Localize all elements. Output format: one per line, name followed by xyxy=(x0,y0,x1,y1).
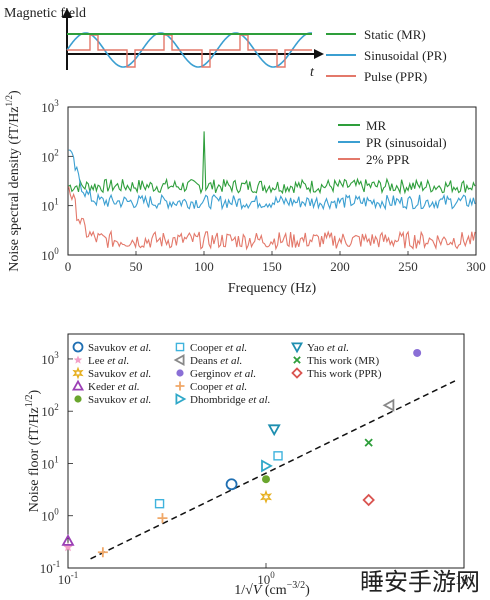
spectrum-x-tick-label: 50 xyxy=(130,259,143,274)
noise-spectrum-chart: 0 50 100 150 200 250 300 100 101 102 103 Frequency… xyxy=(4,90,486,296)
diagram-y-title: Magnetic field xyxy=(4,6,86,21)
scatter-legend-marker-0 xyxy=(72,341,84,353)
scatter-legend-label-12: This work (PPR) xyxy=(307,368,382,380)
scatter-y-tick-label: 103 xyxy=(41,350,59,367)
legend-sinusoidal-label: Sinusoidal (PR) xyxy=(364,48,447,63)
scatter-legend-marker-4 xyxy=(74,395,82,403)
spectrum-series-2 xyxy=(68,186,476,251)
scatter-point-0-0 xyxy=(225,478,238,491)
spectrum-axes-box xyxy=(67,106,477,256)
scatter-legend: Savukov et al.Lee et al.Savukov et al.Ke… xyxy=(71,341,382,406)
scatter-legend-label-10: Yao et al. xyxy=(307,342,349,354)
diagram-t-arrow xyxy=(314,49,324,59)
scatter-legend-label-5: Cooper et al. xyxy=(190,342,247,354)
legend-static-label: Static (MR) xyxy=(364,27,426,42)
scatter-legend-marker-12 xyxy=(291,367,303,379)
scatter-x-tick-label: 100 xyxy=(257,570,275,587)
scatter-legend-label-1: Lee et al. xyxy=(88,355,129,367)
scatter-legend-label-2: Savukov et al. xyxy=(88,368,151,380)
scatter-x-tick-label: 101 xyxy=(455,570,473,587)
scatter-y-tick-label: 10-1 xyxy=(40,559,61,576)
spectrum-y-label: Noise spectral density (fT/Hz1/2) xyxy=(4,90,22,272)
scatter-point-12-0 xyxy=(362,493,375,507)
legend-ppr-label: 2% PPR xyxy=(366,152,410,167)
scatter-point-8-0 xyxy=(97,547,108,558)
spectrum-series-0 xyxy=(68,131,476,195)
scatter-x-tick-label: 10-1 xyxy=(58,570,79,587)
fit-line xyxy=(90,380,456,560)
sinusoidal-wave xyxy=(66,32,313,68)
spectrum-y-tick-label: 100 xyxy=(41,246,59,263)
scatter-legend-marker-7 xyxy=(176,369,184,377)
scatter-legend-marker-11 xyxy=(293,356,301,364)
scatter-point-5-0 xyxy=(154,498,165,509)
spectrum-y-tick-label: 102 xyxy=(41,147,59,164)
spectrum-series-1 xyxy=(68,149,476,211)
scatter-point-4-0 xyxy=(262,475,270,484)
scatter-point-10-0 xyxy=(267,424,281,437)
scatter-point-9-0 xyxy=(261,459,273,473)
legend-mr-label: MR xyxy=(366,118,387,133)
scatter-legend-marker-1 xyxy=(73,355,83,364)
scatter-legend-marker-9 xyxy=(175,392,187,406)
spectrum-x-tick-label: 300 xyxy=(466,259,486,274)
scatter-x-label: 1/√V (cm−3/2) xyxy=(234,580,310,598)
scatter-point-7-0 xyxy=(413,348,422,357)
scatter-y-label: Noise floor (fT/Hz1/2) xyxy=(24,389,42,512)
spectrum-x-label: Frequency (Hz) xyxy=(228,281,317,296)
scatter-point-2-0 xyxy=(259,489,273,504)
scatter-point-6-0 xyxy=(382,398,395,412)
scatter-legend-label-0: Savukov et al. xyxy=(88,342,151,354)
scatter-legend-marker-6 xyxy=(173,353,185,367)
spectrum-y-tick-label: 101 xyxy=(41,197,59,214)
legend-pr-label: PR (sinusoidal) xyxy=(366,135,447,150)
scatter-legend-marker-10 xyxy=(290,342,304,354)
spectrum-x-tick-label: 200 xyxy=(330,259,350,274)
scatter-legend-label-7: Gerginov et al. xyxy=(190,368,256,380)
scatter-legend-label-9: Dhombridge et al. xyxy=(190,394,270,406)
waveform-diagram: Magnetic field t Static (MR) Sinusoidal … xyxy=(4,6,447,84)
spectrum-legend: MR PR (sinusoidal) 2% PPR xyxy=(338,118,447,167)
scatter-point-3-0 xyxy=(61,534,75,546)
scatter-y-tick-label: 101 xyxy=(41,454,59,471)
scatter-legend-label-11: This work (MR) xyxy=(307,355,379,367)
spectrum-x-tick-label: 250 xyxy=(398,259,418,274)
scatter-legend-label-3: Keder et al. xyxy=(88,381,140,393)
scatter-legend-marker-2 xyxy=(72,366,84,380)
scatter-legend-label-4: Savukov et al. xyxy=(88,394,151,406)
diagram-t-label: t xyxy=(310,65,315,80)
scatter-point-1-0 xyxy=(63,542,73,552)
spectrum-y-tick-label: 103 xyxy=(41,98,59,115)
scatter-legend-marker-5 xyxy=(175,342,185,352)
spectrum-x-tick-label: 150 xyxy=(262,259,282,274)
pulse-wave xyxy=(67,34,312,68)
legend-pulse-label: Pulse (PPR) xyxy=(364,69,427,84)
diagram-y-arrow xyxy=(62,8,72,18)
scatter-legend-marker-3 xyxy=(71,379,85,391)
spectrum-x-tick-label: 0 xyxy=(65,259,72,274)
scatter-legend-label-6: Deans et al. xyxy=(190,355,242,367)
diagram-legend: Static (MR) Sinusoidal (PR) Pulse (PPR) xyxy=(326,27,447,84)
scatter-y-tick-label: 100 xyxy=(41,507,59,524)
scatter-point-5-1 xyxy=(273,451,283,461)
scatter-point-8-1 xyxy=(157,513,168,524)
scatter-y-tick-label: 102 xyxy=(41,402,59,419)
noise-floor-chart: 10-1 100 101 10-1 100 101 102 103 Savukov et al… xyxy=(24,333,473,598)
scatter-point-11-0 xyxy=(364,438,373,447)
scatter-legend-marker-8 xyxy=(175,381,185,391)
scatter-legend-label-8: Cooper et al. xyxy=(190,381,247,393)
watermark: 睡安手游网 xyxy=(360,568,480,596)
spectrum-x-tick-label: 100 xyxy=(194,259,214,274)
